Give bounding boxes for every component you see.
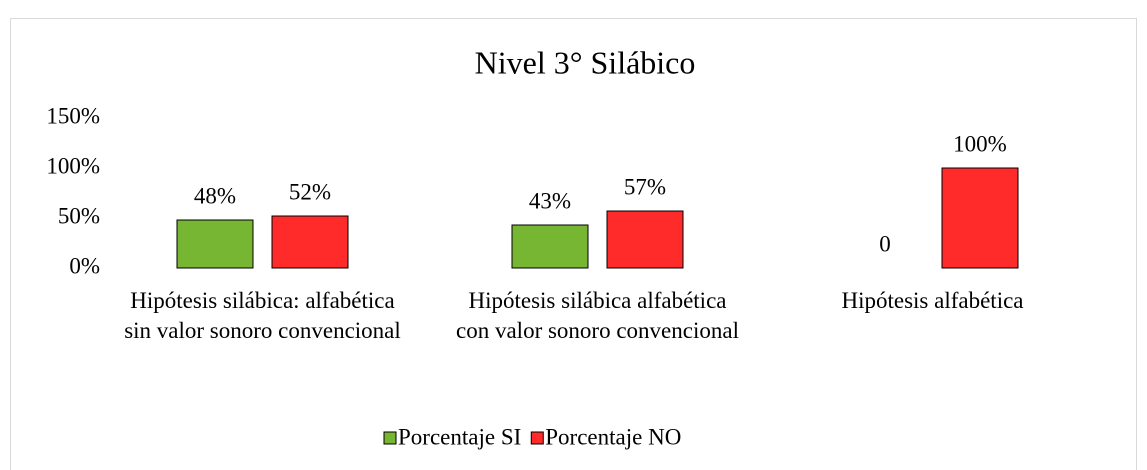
bar bbox=[941, 167, 1019, 269]
legend-label: Porcentaje NO bbox=[545, 424, 681, 449]
chart-title: Nivel 3° Silábico bbox=[475, 44, 696, 80]
bar bbox=[606, 210, 684, 269]
x-tick-label: Hipótesis silábica: alfabética sin valor… bbox=[124, 288, 401, 343]
y-tick-label: 50% bbox=[58, 203, 100, 228]
bar bbox=[271, 215, 349, 269]
value-label: 0 bbox=[879, 231, 891, 256]
legend-swatch bbox=[530, 431, 544, 445]
legend-swatch bbox=[383, 431, 397, 445]
x-tick-label: Hipótesis silábica alfabética con valor … bbox=[456, 288, 739, 343]
y-tick-label: 150% bbox=[46, 103, 100, 128]
bar bbox=[511, 224, 589, 269]
value-label: 43% bbox=[529, 188, 571, 213]
value-label: 57% bbox=[624, 174, 666, 199]
y-tick-label: 0% bbox=[69, 253, 100, 278]
bar bbox=[176, 219, 254, 269]
value-label: 100% bbox=[953, 131, 1007, 156]
x-tick-label: Hipótesis alfabética bbox=[841, 288, 1024, 313]
y-tick-label: 100% bbox=[46, 153, 100, 178]
value-label: 52% bbox=[289, 179, 331, 204]
legend-label: Porcentaje SI bbox=[398, 424, 521, 449]
value-label: 48% bbox=[194, 183, 236, 208]
